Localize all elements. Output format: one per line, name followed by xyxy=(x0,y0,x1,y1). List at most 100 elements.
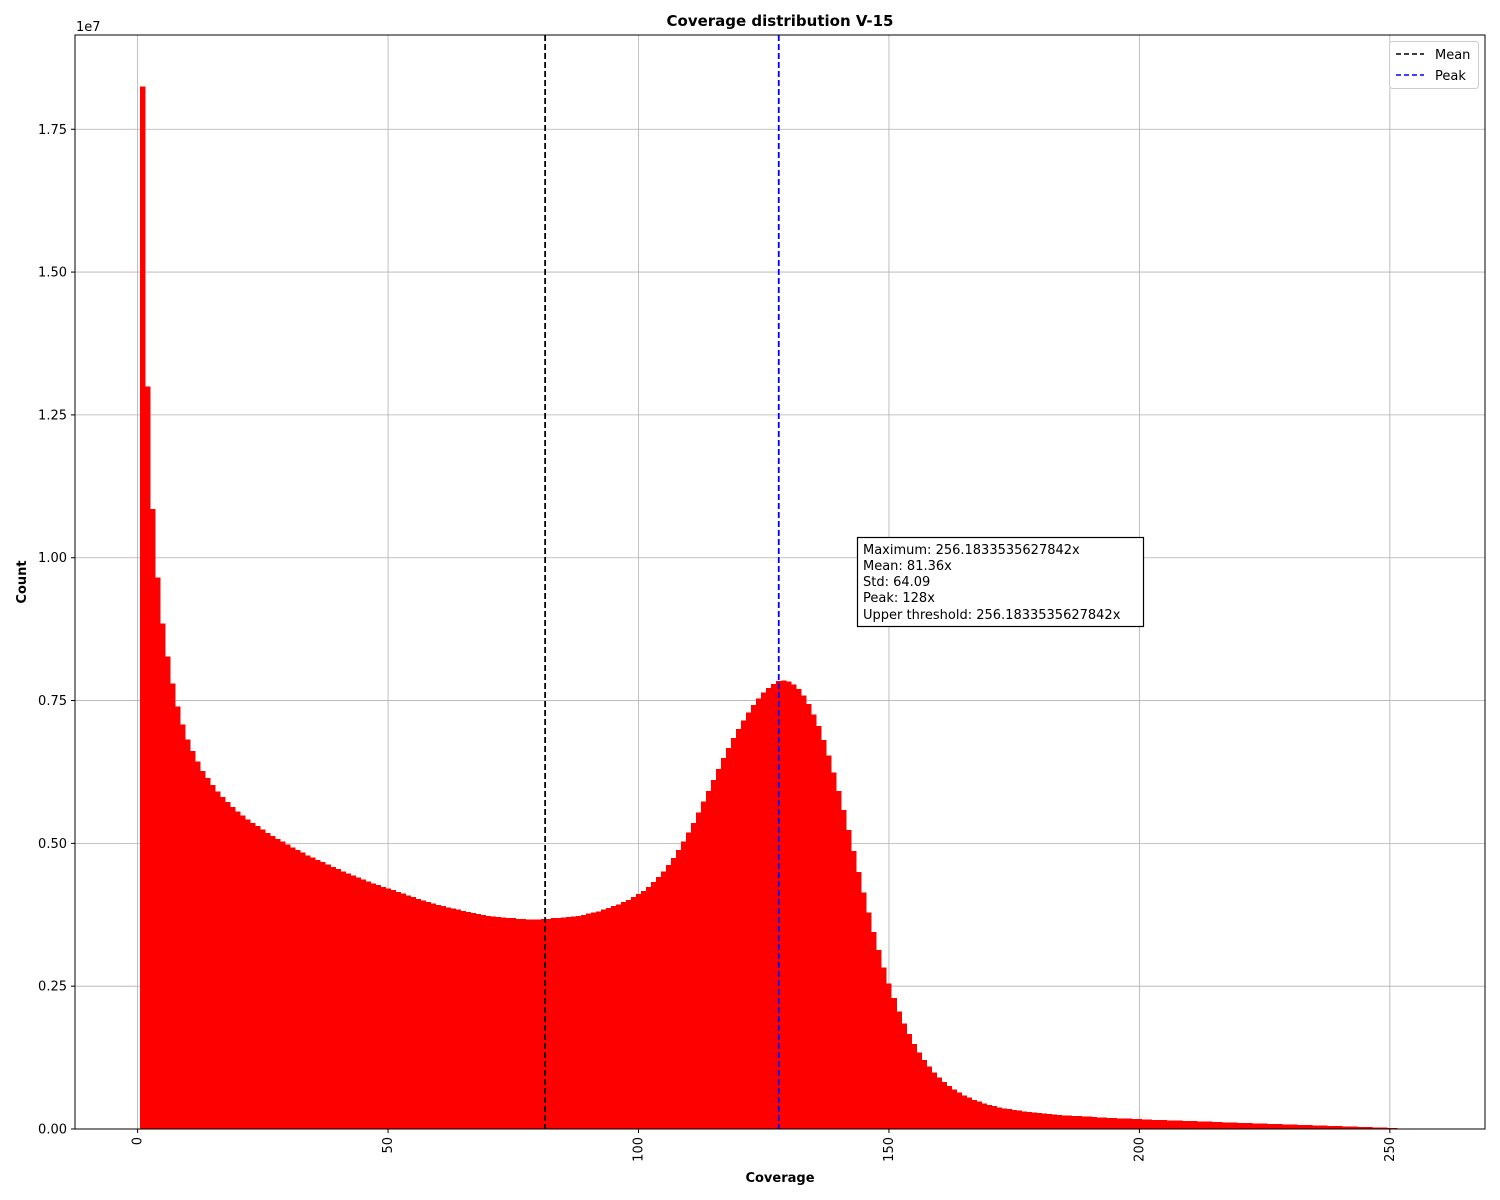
histogram-bar xyxy=(1076,1116,1083,1129)
histogram-bar xyxy=(1292,1124,1298,1129)
histogram-bar xyxy=(786,681,792,1129)
histogram-bar xyxy=(1382,1127,1388,1129)
histogram-bar xyxy=(1111,1118,1118,1129)
histogram-bar xyxy=(981,1103,987,1129)
y-tick-label: 0.25 xyxy=(38,980,67,995)
histogram-bar xyxy=(1237,1122,1243,1129)
histogram-bar xyxy=(595,911,602,1129)
histogram-bar xyxy=(465,911,472,1129)
histogram-bar xyxy=(941,1082,947,1129)
x-tick-label: 250 xyxy=(1383,1137,1398,1162)
histogram-bar xyxy=(731,738,737,1129)
histogram-bar xyxy=(1232,1122,1238,1129)
histogram-bar xyxy=(1337,1126,1343,1129)
x-tick-label: 200 xyxy=(1132,1137,1147,1162)
histogram-bar xyxy=(946,1086,952,1129)
histogram-bar xyxy=(295,850,301,1129)
histogram-bar xyxy=(1061,1115,1068,1129)
histogram-bar xyxy=(896,1011,902,1129)
histogram-bar xyxy=(871,931,877,1129)
histogram-bar xyxy=(590,912,597,1129)
histogram-bar xyxy=(1302,1125,1308,1129)
stats-std: Std: 64.09 xyxy=(863,575,930,590)
histogram-bar xyxy=(671,858,677,1129)
histogram-bar xyxy=(345,873,351,1129)
histogram-bar xyxy=(956,1092,962,1129)
y-tick-label: 1.50 xyxy=(38,266,67,281)
histogram-bar xyxy=(275,838,281,1129)
histogram-bar xyxy=(661,871,667,1129)
histogram-bar xyxy=(1267,1123,1273,1129)
histogram-bar xyxy=(555,918,562,1129)
histogram-bar xyxy=(180,724,186,1129)
histogram-bar xyxy=(1191,1121,1198,1129)
histogram-bar xyxy=(1362,1127,1368,1129)
histogram-bar xyxy=(480,914,487,1129)
histogram-bar xyxy=(701,801,707,1129)
histogram-bar xyxy=(1121,1118,1128,1129)
histogram-bar xyxy=(801,695,807,1129)
histogram-bar xyxy=(721,758,727,1129)
histogram-bar xyxy=(1201,1121,1208,1129)
histogram-bar xyxy=(846,830,852,1129)
histogram-bar xyxy=(440,906,446,1129)
histogram-bar xyxy=(736,729,742,1129)
y-axis-offset-label: 1e7 xyxy=(76,20,101,35)
y-axis-ticks: 0.00 0.25 0.50 0.75 1.00 1.25 1.50 1.75 xyxy=(38,123,75,1138)
histogram-bar xyxy=(966,1097,972,1129)
histogram-bar xyxy=(445,907,451,1129)
histogram-bar xyxy=(901,1023,907,1129)
histogram-bar xyxy=(425,902,431,1129)
histogram-bar xyxy=(355,877,361,1129)
histogram-bar xyxy=(1212,1121,1218,1129)
histogram-bar xyxy=(716,769,722,1129)
x-axis-label: Coverage xyxy=(745,1171,814,1186)
histogram-bar xyxy=(1171,1120,1178,1129)
histogram-bar xyxy=(520,918,527,1129)
histogram-bar xyxy=(1146,1119,1153,1129)
histogram-bar xyxy=(630,897,637,1129)
histogram-bar xyxy=(651,882,657,1129)
histogram-bar xyxy=(580,914,587,1129)
histogram-bar xyxy=(1176,1120,1183,1129)
histogram-bar xyxy=(1327,1125,1333,1129)
histogram-bar xyxy=(1312,1125,1318,1129)
histogram-bar xyxy=(881,967,887,1129)
histogram-bar xyxy=(1372,1127,1378,1129)
histogram-bar xyxy=(656,877,662,1129)
histogram-bar xyxy=(1041,1113,1048,1129)
histogram-bar xyxy=(921,1059,927,1129)
histogram-bar xyxy=(726,747,732,1129)
histogram-bar xyxy=(540,918,547,1129)
histogram-bar xyxy=(570,916,577,1129)
histogram-bar xyxy=(305,855,311,1129)
histogram-bar xyxy=(430,903,436,1129)
histogram-bar xyxy=(851,850,857,1129)
histogram-bar xyxy=(1347,1126,1353,1129)
histogram-bar xyxy=(230,806,236,1129)
histogram-bar xyxy=(335,869,341,1129)
histogram-bar xyxy=(160,623,166,1129)
histogram-bar xyxy=(470,913,477,1129)
histogram-bar xyxy=(1181,1120,1188,1129)
histogram-bar xyxy=(1317,1125,1323,1129)
histogram-bar xyxy=(370,883,376,1129)
histogram-bar xyxy=(625,899,632,1129)
legend-mean-label: Mean xyxy=(1435,48,1470,63)
histogram-bar xyxy=(405,895,411,1129)
histogram-bar xyxy=(1297,1124,1303,1129)
histogram-bar xyxy=(856,871,862,1129)
histogram-bar xyxy=(696,812,702,1129)
histogram-bar xyxy=(300,852,306,1129)
histogram-bar xyxy=(1387,1127,1393,1129)
histogram-bar xyxy=(1322,1125,1328,1129)
histogram-bar xyxy=(225,802,231,1129)
reference-lines xyxy=(544,35,780,1129)
histogram-bar xyxy=(565,917,572,1129)
histogram-bar xyxy=(1222,1122,1228,1129)
histogram-bars xyxy=(140,86,1403,1130)
y-tick-label: 0.00 xyxy=(38,1123,67,1138)
histogram-bar xyxy=(365,881,371,1129)
histogram-bar xyxy=(1156,1120,1163,1129)
histogram-bar xyxy=(1081,1116,1088,1129)
